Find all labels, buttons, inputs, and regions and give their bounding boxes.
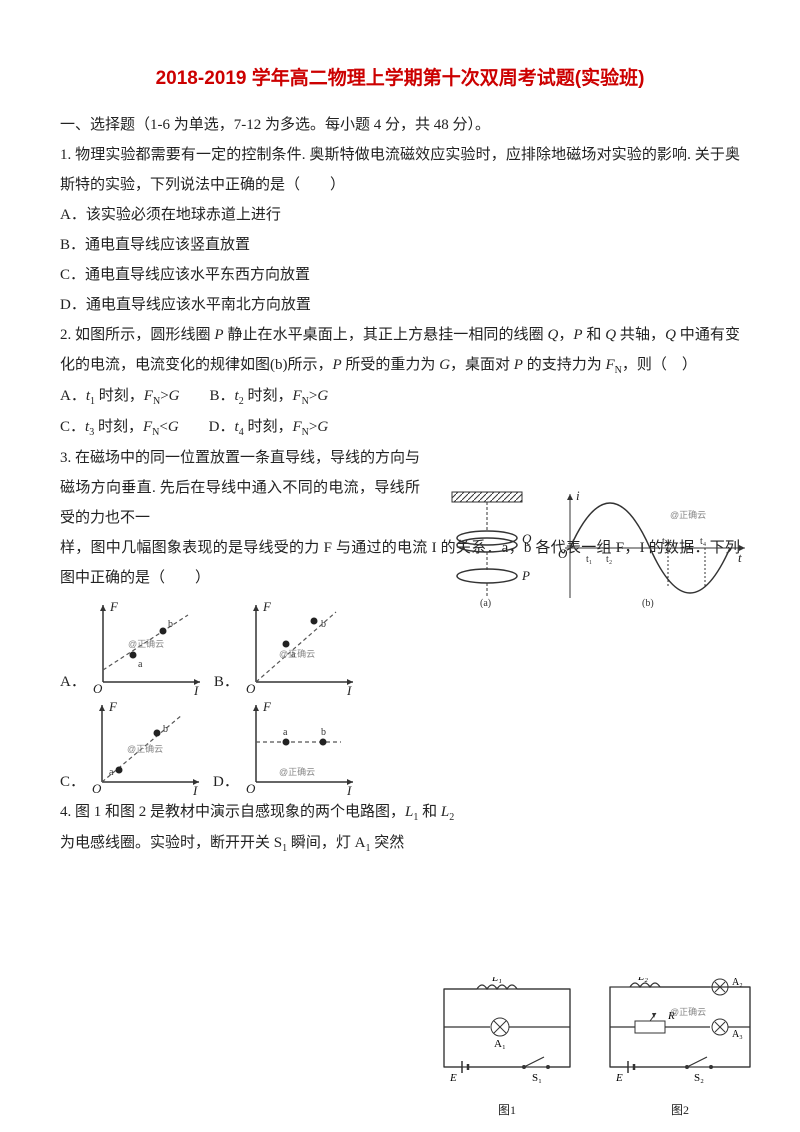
svg-text:b: b bbox=[321, 727, 326, 738]
q1-stem: 1. 物理实验都需要有一定的控制条件. 奥斯特做电流磁效应实验时，应排除地磁场对… bbox=[60, 140, 740, 200]
q2-optD: D．t4 时刻，FN>G bbox=[209, 412, 329, 443]
svg-text:a: a bbox=[138, 659, 143, 670]
q3-optD: D． O F I a b @正确云 bbox=[213, 697, 361, 797]
svg-text:t₁: t₁ bbox=[586, 554, 592, 565]
svg-text:Q: Q bbox=[522, 531, 532, 546]
svg-text:F: F bbox=[108, 699, 118, 714]
svg-text:t₄: t₄ bbox=[700, 536, 707, 547]
svg-text:A₁: A₁ bbox=[494, 1038, 506, 1050]
svg-text:L₁: L₁ bbox=[491, 977, 502, 984]
svg-text:a: a bbox=[109, 767, 114, 778]
q3-chart-d: O F I a b @正确云 bbox=[241, 697, 361, 797]
svg-text:(a): (a) bbox=[480, 598, 491, 608]
section-heading: 一、选择题（1-6 为单选，7-12 为多选。每小题 4 分，共 48 分）。 bbox=[60, 110, 740, 140]
svg-text:b: b bbox=[163, 724, 168, 735]
svg-text:P: P bbox=[521, 568, 530, 583]
svg-text:F: F bbox=[262, 599, 272, 614]
q4-fig2-caption: 图2 bbox=[600, 1098, 760, 1122]
q4-figures: L₁ A₁ E S₁ 图1 L₂ A₂ R A₃ bbox=[432, 977, 760, 1122]
svg-text:I: I bbox=[193, 683, 199, 697]
svg-text:t₂: t₂ bbox=[606, 554, 612, 565]
svg-text:E: E bbox=[449, 1072, 457, 1084]
q3-optB: B． O F I a b @正确云 bbox=[214, 597, 361, 697]
svg-text:b: b bbox=[168, 619, 173, 630]
svg-text:F: F bbox=[262, 699, 272, 714]
q2-row2: C．t3 时刻，FN<G D．t4 时刻，FN>G bbox=[60, 412, 740, 443]
svg-text:@正确云: @正确云 bbox=[128, 638, 164, 649]
svg-text:A₂: A₂ bbox=[732, 977, 743, 988]
svg-text:t: t bbox=[738, 550, 742, 565]
q4-circuit-2: L₂ A₂ R A₃ @正确云 E S₂ bbox=[600, 977, 760, 1087]
q1-optA: A．该实验必须在地球赤道上进行 bbox=[60, 200, 740, 230]
q2-fig-a: Q P (a) bbox=[432, 488, 542, 608]
svg-text:O: O bbox=[558, 546, 568, 561]
q2-figures: Q P (a) O i t t₁ t₂ t₃ t₄ @正确云 (b) bbox=[432, 488, 750, 608]
svg-text:O: O bbox=[93, 681, 103, 696]
svg-text:i: i bbox=[576, 488, 580, 503]
q2-fig-b: O i t t₁ t₂ t₃ t₄ @正确云 (b) bbox=[550, 488, 750, 608]
svg-text:I: I bbox=[346, 783, 352, 797]
q3-options: A． O F I a b @正确云 B． O F I a b @正确云 C． bbox=[60, 597, 740, 797]
q4-fig1-caption: 图1 bbox=[432, 1098, 582, 1122]
svg-text:@正确云: @正确云 bbox=[670, 1006, 706, 1017]
svg-text:b: b bbox=[321, 619, 326, 630]
q3-optA: A． O F I a b @正确云 bbox=[60, 597, 208, 697]
svg-text:S₁: S₁ bbox=[532, 1072, 542, 1084]
q3-chart-b: O F I a b @正确云 bbox=[241, 597, 361, 697]
q1-optC: C．通电直导线应该水平东西方向放置 bbox=[60, 260, 740, 290]
q3-chart-c: O F I a b @正确云 bbox=[87, 697, 207, 797]
q1-optB: B．通电直导线应该竖直放置 bbox=[60, 230, 740, 260]
svg-text:F: F bbox=[109, 599, 119, 614]
q4-stem: 4. 图 1 和图 2 是教材中演示自感现象的两个电路图，L1 和 L2 为电感… bbox=[60, 797, 460, 859]
svg-text:O: O bbox=[92, 781, 102, 796]
q2-row1: A．t1 时刻，FN>G B．t2 时刻，FN>G bbox=[60, 381, 740, 412]
svg-text:a: a bbox=[283, 727, 288, 738]
svg-text:t₃: t₃ bbox=[662, 536, 668, 547]
q2-optB: B．t2 时刻，FN>G bbox=[210, 381, 329, 412]
q2-stem: 2. 如图所示，圆形线圈 P 静止在水平桌面上，其正上方悬挂一相同的线圈 Q，P… bbox=[60, 320, 740, 381]
svg-text:O: O bbox=[246, 681, 256, 696]
svg-text:(b): (b) bbox=[642, 598, 654, 608]
svg-text:I: I bbox=[346, 683, 352, 697]
q1-optD: D．通电直导线应该水平南北方向放置 bbox=[60, 290, 740, 320]
svg-text:@正确云: @正确云 bbox=[279, 648, 315, 659]
svg-text:@正确云: @正确云 bbox=[127, 743, 163, 754]
svg-text:S₂: S₂ bbox=[694, 1072, 704, 1084]
q2-optC: C．t3 时刻，FN<G bbox=[60, 412, 179, 443]
q3-stem-partial: 3. 在磁场中的同一位置放置一条直导线，导线的方向与磁场方向垂直. 先后在导线中… bbox=[60, 443, 420, 533]
svg-text:I: I bbox=[192, 783, 198, 797]
svg-text:A₃: A₃ bbox=[732, 1029, 743, 1040]
svg-text:L₂: L₂ bbox=[637, 977, 648, 983]
exam-title: 2018-2019 学年高二物理上学期第十次双周考试题(实验班) bbox=[60, 60, 740, 98]
svg-text:E: E bbox=[615, 1072, 623, 1084]
svg-text:@正确云: @正确云 bbox=[670, 509, 706, 520]
svg-text:@正确云: @正确云 bbox=[279, 766, 315, 777]
svg-text:O: O bbox=[246, 781, 256, 796]
q3-optC: C． O F I a b @正确云 bbox=[60, 697, 207, 797]
q4-circuit-1: L₁ A₁ E S₁ bbox=[432, 977, 582, 1087]
q3-chart-a: O F I a b @正确云 bbox=[88, 597, 208, 697]
q2-optA: A．t1 时刻，FN>G bbox=[60, 381, 180, 412]
